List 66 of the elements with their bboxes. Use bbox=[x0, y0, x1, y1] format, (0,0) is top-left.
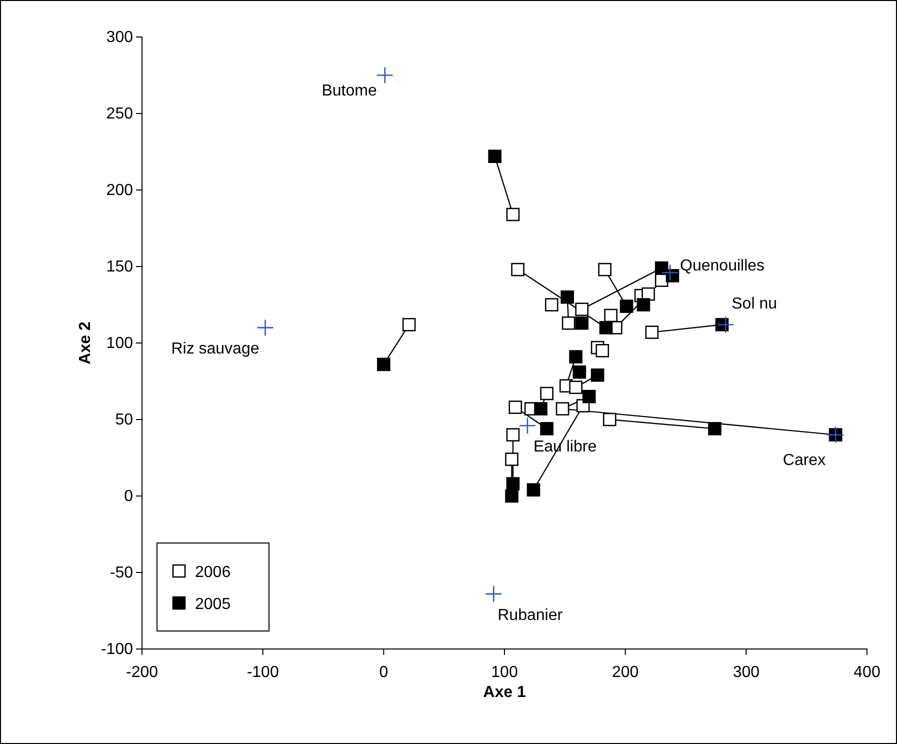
legend-label: 2006 bbox=[195, 564, 231, 581]
point bbox=[582, 390, 596, 404]
point bbox=[569, 350, 582, 364]
point bbox=[596, 344, 610, 358]
point bbox=[505, 489, 518, 503]
x-tick-label: -100 bbox=[246, 664, 279, 682]
x-tick-label: 400 bbox=[854, 664, 880, 682]
point bbox=[560, 290, 574, 304]
y-tick-label: 150 bbox=[106, 258, 134, 276]
point bbox=[575, 316, 588, 330]
y-tick-label: 50 bbox=[115, 412, 134, 429]
legend-label: 2005 bbox=[195, 596, 231, 613]
annotation: Rubanier bbox=[498, 606, 564, 624]
point bbox=[620, 300, 634, 313]
point bbox=[506, 208, 520, 222]
annotation: Sol nu bbox=[732, 296, 777, 313]
point bbox=[488, 150, 502, 163]
point bbox=[598, 262, 612, 276]
y-tick-label: -50 bbox=[110, 564, 134, 582]
point bbox=[590, 368, 604, 382]
y-axis-title: Axe 2 bbox=[77, 322, 94, 364]
point bbox=[599, 321, 613, 334]
point bbox=[716, 316, 734, 334]
point bbox=[569, 380, 582, 394]
point bbox=[636, 298, 650, 312]
point bbox=[508, 400, 522, 414]
y-tick-label: -100 bbox=[100, 641, 134, 658]
x-tick-label: 300 bbox=[732, 664, 760, 682]
x-axis-title: Axe 1 bbox=[483, 684, 526, 701]
point bbox=[661, 264, 679, 282]
point bbox=[402, 318, 416, 332]
y-tick-label: 250 bbox=[106, 106, 134, 123]
point bbox=[506, 428, 520, 442]
point bbox=[506, 477, 520, 490]
point bbox=[604, 308, 618, 322]
x-tick-label: 100 bbox=[491, 664, 518, 682]
point bbox=[572, 365, 586, 379]
y-tick-label: 100 bbox=[106, 335, 134, 352]
point bbox=[575, 302, 588, 316]
annotation: Riz sauvage bbox=[171, 340, 260, 358]
annotation: Quenouilles bbox=[680, 258, 765, 275]
point bbox=[518, 416, 536, 434]
point bbox=[562, 316, 576, 330]
point bbox=[376, 66, 394, 84]
point bbox=[511, 262, 524, 276]
x-tick-label: 0 bbox=[379, 664, 388, 682]
annotation: Butome bbox=[322, 82, 377, 100]
point bbox=[256, 319, 274, 336]
y-tick-label: 300 bbox=[106, 29, 134, 46]
point bbox=[556, 402, 570, 416]
annotation: Carex bbox=[782, 452, 826, 469]
point bbox=[645, 326, 659, 339]
point bbox=[602, 412, 616, 426]
point bbox=[534, 402, 548, 416]
point bbox=[505, 452, 518, 466]
x-tick-label: 200 bbox=[612, 664, 639, 682]
point bbox=[540, 386, 554, 400]
y-tick-label: 200 bbox=[106, 182, 134, 200]
point bbox=[484, 585, 502, 603]
point bbox=[377, 358, 390, 372]
point bbox=[544, 298, 558, 312]
point bbox=[708, 422, 722, 436]
point bbox=[540, 422, 554, 436]
x-tick-label: -200 bbox=[126, 664, 158, 682]
point bbox=[526, 483, 540, 497]
y-tick-label: 0 bbox=[124, 488, 134, 506]
